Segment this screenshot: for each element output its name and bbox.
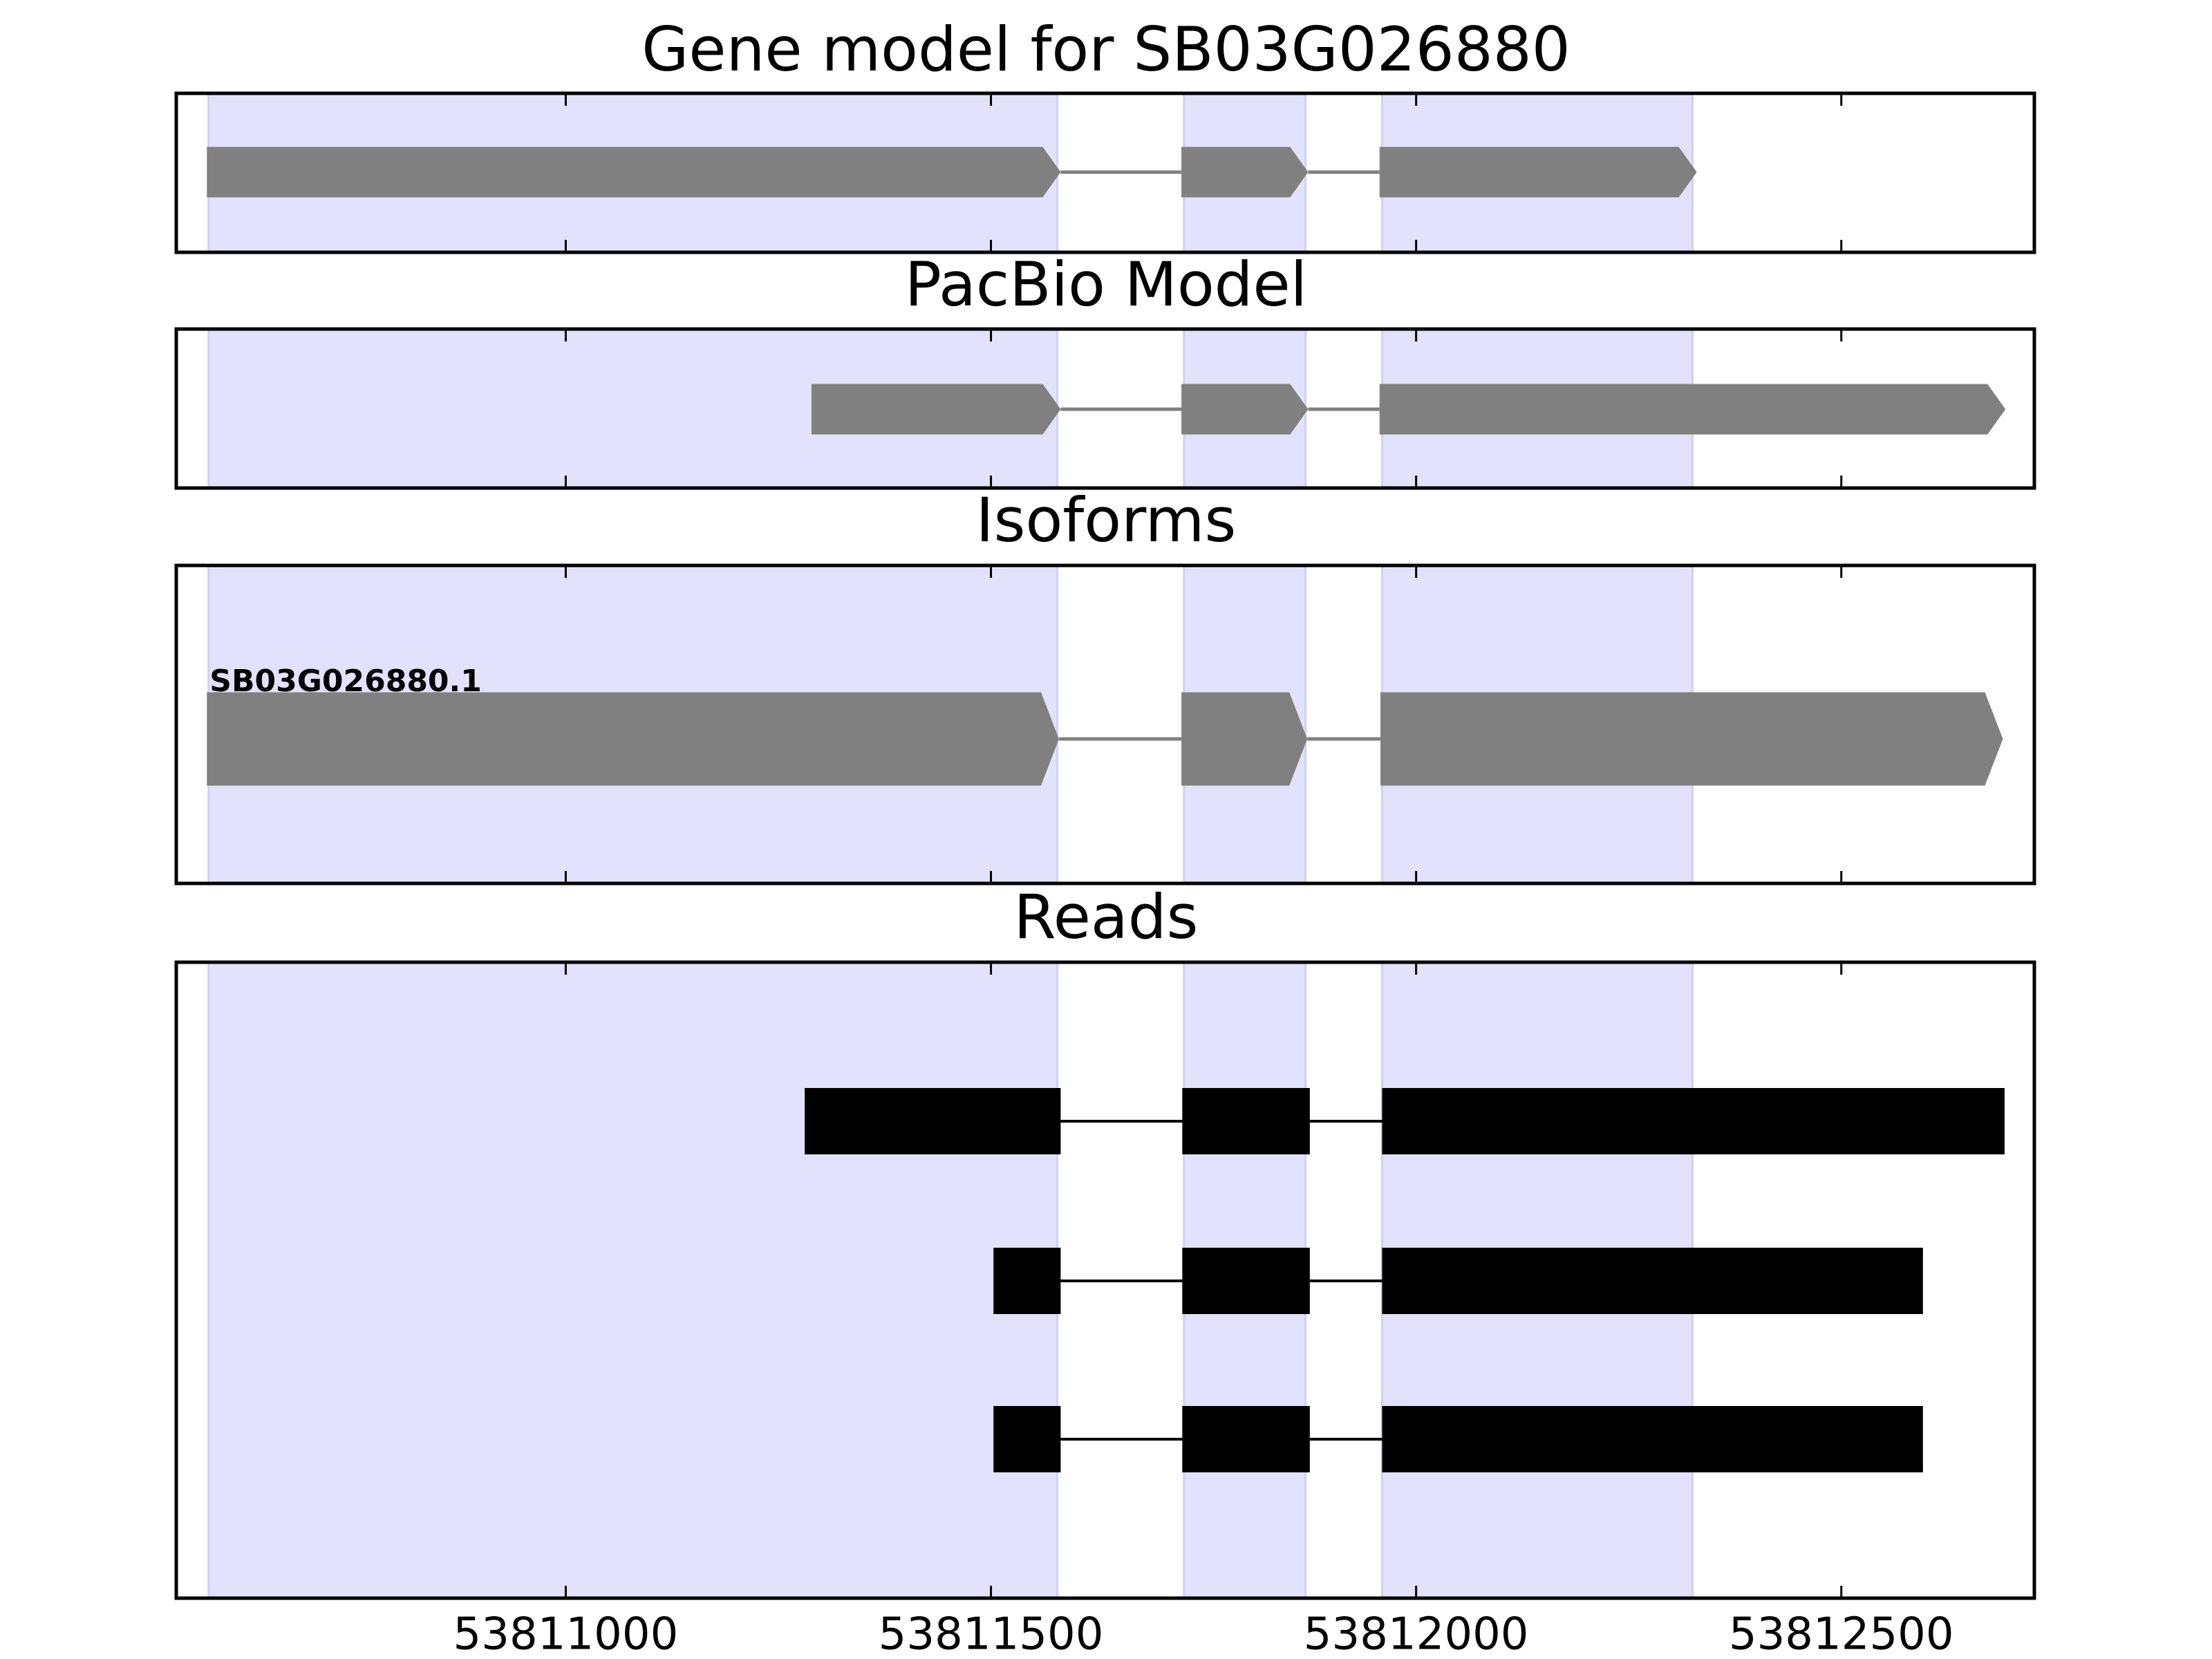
panel-frame bbox=[174, 563, 2036, 885]
x-tick-label: 53812000 bbox=[1304, 1609, 1529, 1659]
read-block bbox=[1182, 1088, 1310, 1154]
read-block bbox=[1182, 1248, 1310, 1314]
exon bbox=[207, 147, 1061, 198]
panel-title: Reads bbox=[1014, 881, 1199, 953]
exon bbox=[1181, 692, 1308, 786]
panel-title: PacBio Model bbox=[905, 249, 1307, 320]
exon bbox=[1379, 384, 2006, 435]
exon bbox=[811, 384, 1061, 435]
read-block bbox=[1182, 1406, 1310, 1472]
read-block bbox=[993, 1248, 1061, 1314]
x-tick-label: 53811500 bbox=[879, 1609, 1104, 1659]
panel-title: Isoforms bbox=[976, 485, 1237, 556]
panel-frame bbox=[174, 91, 2036, 254]
read-block bbox=[805, 1088, 1061, 1154]
panel-frame bbox=[174, 960, 2036, 1600]
read-block bbox=[1382, 1406, 1923, 1472]
x-tick-label: 53812500 bbox=[1729, 1609, 1954, 1659]
panel-title: Gene model for SB03G026880 bbox=[641, 14, 1571, 85]
read-block bbox=[1382, 1088, 2005, 1154]
x-tick-label: 53811000 bbox=[453, 1609, 679, 1659]
exon bbox=[1379, 147, 1697, 198]
exon bbox=[1380, 692, 2003, 786]
read-block bbox=[993, 1406, 1061, 1472]
exon bbox=[1181, 384, 1309, 435]
exon bbox=[207, 692, 1059, 786]
isoform-label: SB03G026880.1 bbox=[209, 664, 482, 699]
read-block bbox=[1382, 1248, 1923, 1314]
panel-frame bbox=[174, 327, 2036, 490]
exon-highlight bbox=[207, 961, 1058, 1600]
exon bbox=[1181, 147, 1309, 198]
